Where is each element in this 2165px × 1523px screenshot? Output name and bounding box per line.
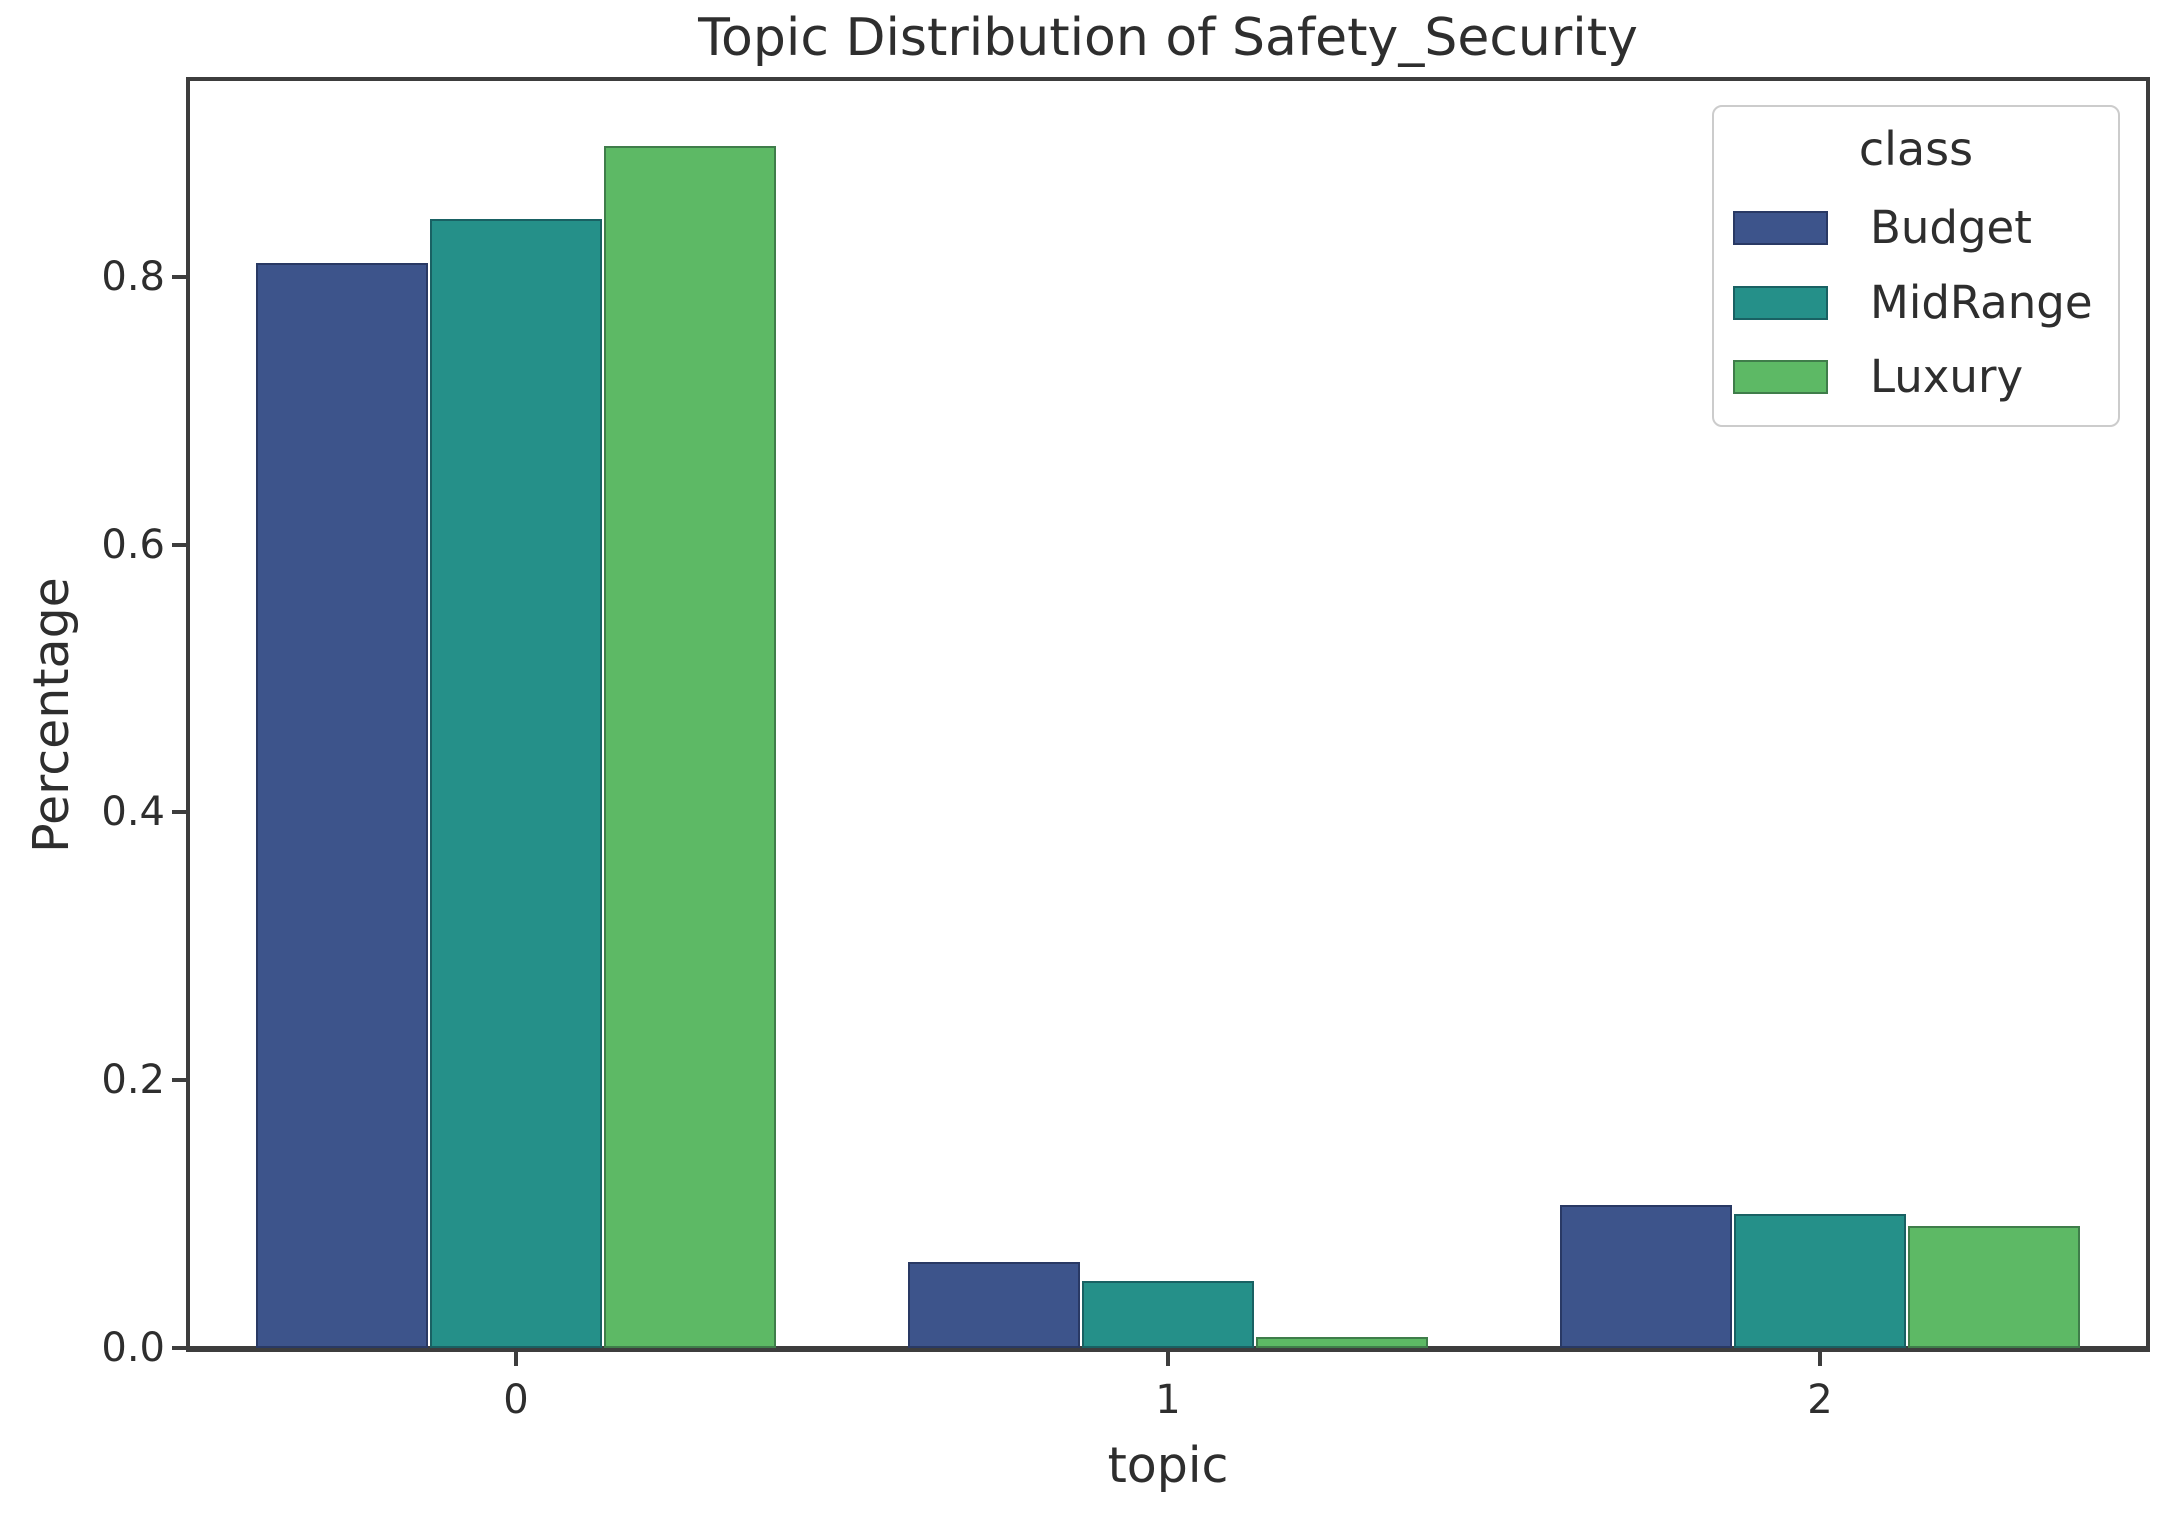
- bar-topic2-budget: [1560, 1205, 1732, 1348]
- x-tick-label-2: 2: [1807, 1377, 1833, 1423]
- x-axis-label: topic: [1107, 1437, 1229, 1494]
- y-tick-label-0.8: 0.8: [101, 254, 165, 300]
- legend-swatch-budget: [1733, 211, 1828, 245]
- y-tick-label-0.4: 0.4: [101, 789, 165, 835]
- y-tick-label-0.2: 0.2: [101, 1057, 165, 1103]
- y-tick-mark-0.6: [172, 543, 186, 547]
- bar-topic0-luxury: [604, 146, 776, 1348]
- axis-spine-right: [2146, 77, 2150, 1352]
- axis-spine-top: [186, 77, 2150, 81]
- x-tick-mark-0: [514, 1352, 518, 1366]
- legend-label-luxury: Luxury: [1870, 350, 2024, 403]
- legend-item-midrange: MidRange: [1714, 277, 2118, 329]
- x-tick-label-1: 1: [1155, 1377, 1181, 1423]
- bar-topic2-luxury: [1908, 1226, 2080, 1348]
- axis-spine-bottom: [186, 1346, 2150, 1352]
- legend-label-midrange: MidRange: [1870, 276, 2093, 329]
- y-tick-mark-0.8: [172, 275, 186, 279]
- bar-topic0-midrange: [430, 219, 602, 1348]
- bar-topic1-luxury: [1256, 1337, 1428, 1348]
- axis-spine-left: [186, 77, 190, 1352]
- y-tick-mark-0.4: [172, 810, 186, 814]
- y-tick-label-0.6: 0.6: [101, 522, 165, 568]
- legend: class Budget MidRange Luxury: [1712, 105, 2120, 427]
- legend-swatch-midrange: [1733, 286, 1828, 320]
- y-tick-mark-0.0: [172, 1346, 186, 1350]
- legend-item-luxury: Luxury: [1714, 351, 2118, 403]
- legend-label-budget: Budget: [1870, 201, 2032, 254]
- y-tick-label-0.0: 0.0: [101, 1325, 165, 1371]
- chart-title: Topic Distribution of Safety_Security: [698, 8, 1638, 68]
- legend-title: class: [1858, 122, 1974, 176]
- y-axis-label: Percentage: [23, 577, 80, 853]
- x-tick-mark-2: [1818, 1352, 1822, 1366]
- x-tick-label-0: 0: [503, 1377, 529, 1423]
- bar-topic1-midrange: [1082, 1281, 1254, 1348]
- legend-swatch-luxury: [1733, 360, 1828, 394]
- bar-topic0-budget: [256, 263, 428, 1348]
- bar-topic1-budget: [908, 1262, 1080, 1348]
- y-tick-mark-0.2: [172, 1078, 186, 1082]
- bar-topic2-midrange: [1734, 1214, 1906, 1348]
- legend-item-budget: Budget: [1714, 202, 2118, 254]
- plot-area: [190, 80, 2146, 1348]
- x-tick-mark-1: [1166, 1352, 1170, 1366]
